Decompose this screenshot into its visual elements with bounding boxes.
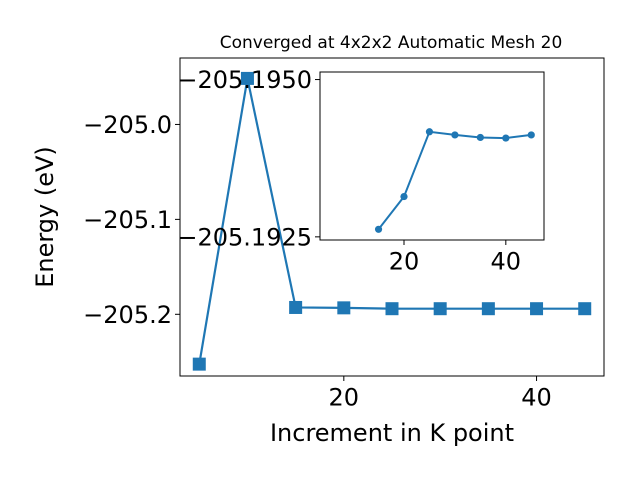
main-point: [481, 302, 495, 316]
main-point: [192, 357, 206, 371]
inset-point: [425, 128, 434, 136]
inset-y-tick-label: −205.1925: [177, 223, 312, 251]
main-point: [578, 302, 592, 316]
main-x-tick-label: 20: [329, 384, 360, 412]
inset-plot: 20 40 −205.1950−205.1925: [177, 66, 545, 276]
main-point: [289, 300, 303, 314]
inset-point: [374, 225, 383, 233]
main-y-tick-label: −205.0: [83, 111, 172, 139]
main-plot: Converged at 4x2x2 Automatic Mesh 20 20 4…: [31, 33, 605, 447]
inset-point: [400, 192, 408, 201]
inset-x-axis: 20 40: [389, 240, 521, 276]
inset-x-tick-label: 20: [389, 248, 420, 276]
inset-point: [476, 133, 484, 142]
inset-y-axis: −205.1950 −205.1925: [177, 66, 320, 251]
inset-axes-frame: [319, 71, 545, 241]
inset-series-marks: [374, 128, 535, 233]
inset-x-tick-label: 40: [491, 248, 522, 276]
inset-point: [527, 131, 535, 139]
main-y-tick-label: −205.1: [83, 206, 172, 234]
inset-point: [502, 134, 510, 142]
main-point: [433, 302, 447, 316]
main-point: [337, 301, 351, 315]
main-point: [530, 302, 544, 316]
main-y-axis: −205.0 −205.1 −205.2: [83, 111, 180, 329]
main-series-marks: [192, 71, 592, 371]
x-axis-label: Increment in K point: [270, 419, 514, 447]
main-point: [240, 71, 254, 85]
main-axes-frame: [179, 57, 605, 377]
main-x-tick-label: 40: [521, 384, 552, 412]
inset-background: [320, 72, 544, 240]
chart-title: Converged at 4x2x2 Automatic Mesh 20: [220, 33, 563, 53]
inset-series-0: [374, 128, 535, 233]
main-series-0: [192, 71, 592, 371]
main-point: [385, 302, 399, 316]
inset-point: [451, 131, 459, 139]
inset-y-tick-label: −205.1950: [177, 66, 312, 94]
main-x-axis: 20 40: [329, 376, 552, 412]
y-axis-label: Energy (eV): [31, 146, 59, 288]
main-y-tick-label: −205.2: [83, 301, 172, 329]
